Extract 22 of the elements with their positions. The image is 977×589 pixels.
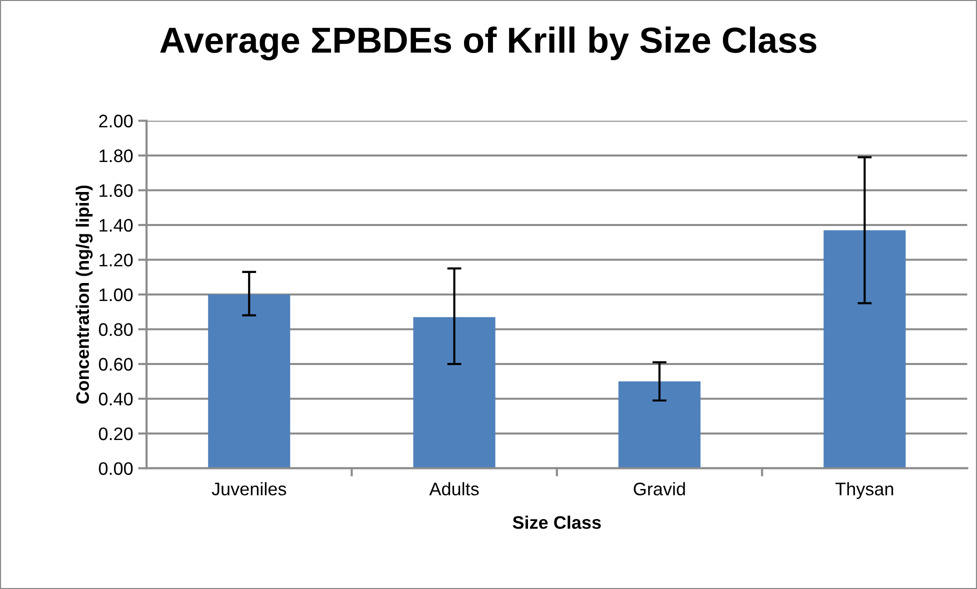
x-tick-label: Adults <box>429 482 479 496</box>
y-tick-label: 1.80 <box>100 149 133 162</box>
y-tick-label: 1.40 <box>100 218 133 232</box>
y-tick-label: 0.20 <box>98 427 133 440</box>
x-axis-title: Size Class <box>512 516 601 529</box>
y-tick-label: 1.60 <box>100 184 133 197</box>
y-tick-label: 0.60 <box>98 358 133 371</box>
bar <box>208 294 290 468</box>
y-axis-title: Concentration (ng/g lipid) <box>76 186 93 404</box>
y-tick-label: 0.80 <box>98 323 133 336</box>
bar <box>824 230 906 468</box>
y-tick-label: 0.40 <box>98 392 133 406</box>
y-tick-label: 2.00 <box>99 114 133 128</box>
bar <box>413 317 496 468</box>
y-tick-label: 0.00 <box>98 462 133 475</box>
x-tick-label: Juveniles <box>212 482 286 496</box>
x-tick-label: Gravid <box>634 482 685 496</box>
x-tick-label: Thysan <box>835 482 894 499</box>
chart-title: Average ΣPBDEs of Krill by Size Class <box>160 26 816 60</box>
bar <box>618 381 701 468</box>
y-tick-label: 1.20 <box>100 254 133 266</box>
y-tick-label: 1.00 <box>100 288 133 302</box>
